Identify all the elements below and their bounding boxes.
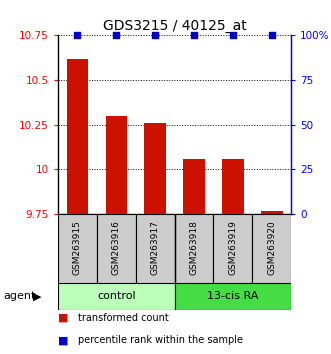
Text: percentile rank within the sample: percentile rank within the sample bbox=[78, 335, 243, 345]
Bar bbox=[261, 211, 283, 214]
Text: GSM263918: GSM263918 bbox=[190, 220, 199, 275]
Bar bbox=[136, 214, 174, 283]
Bar bbox=[213, 214, 252, 283]
Bar bbox=[58, 214, 97, 283]
Bar bbox=[174, 214, 213, 283]
Text: GSM263919: GSM263919 bbox=[228, 220, 237, 275]
Title: GDS3215 / 40125_at: GDS3215 / 40125_at bbox=[103, 19, 247, 33]
Text: control: control bbox=[97, 291, 136, 302]
Bar bbox=[144, 123, 166, 214]
Text: ■: ■ bbox=[58, 313, 69, 323]
Text: agent: agent bbox=[3, 291, 36, 302]
Point bbox=[269, 33, 274, 38]
Bar bbox=[222, 159, 244, 214]
Bar bbox=[97, 214, 136, 283]
Text: GSM263916: GSM263916 bbox=[112, 220, 121, 275]
Point bbox=[153, 33, 158, 38]
Bar bbox=[58, 283, 174, 310]
Point bbox=[230, 33, 236, 38]
Bar bbox=[183, 159, 205, 214]
Bar bbox=[106, 116, 127, 214]
Point bbox=[114, 33, 119, 38]
Text: GSM263915: GSM263915 bbox=[73, 220, 82, 275]
Point bbox=[75, 33, 80, 38]
Text: transformed count: transformed count bbox=[78, 313, 168, 323]
Bar bbox=[174, 283, 291, 310]
Text: GSM263920: GSM263920 bbox=[267, 220, 276, 275]
Text: ▶: ▶ bbox=[33, 291, 42, 302]
Bar bbox=[252, 214, 291, 283]
Point bbox=[191, 33, 197, 38]
Text: GSM263917: GSM263917 bbox=[151, 220, 160, 275]
Text: 13-cis RA: 13-cis RA bbox=[207, 291, 259, 302]
Bar bbox=[67, 59, 88, 214]
Text: ■: ■ bbox=[58, 335, 69, 345]
